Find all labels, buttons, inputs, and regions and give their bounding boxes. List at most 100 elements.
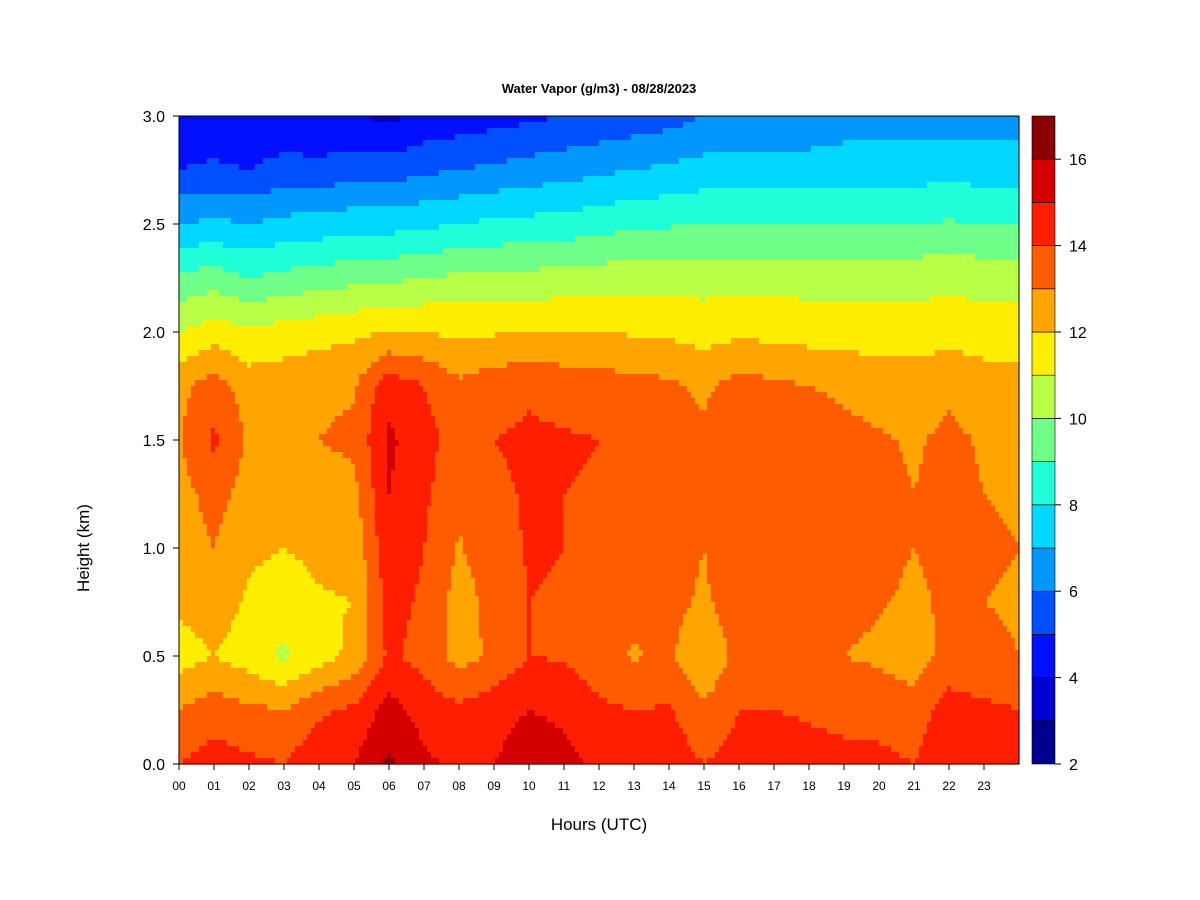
heatmap-cell bbox=[207, 308, 212, 315]
heatmap-cell bbox=[251, 362, 256, 369]
heatmap-cell bbox=[279, 242, 284, 249]
heatmap-cell bbox=[343, 248, 348, 255]
heatmap-cell bbox=[211, 518, 216, 525]
heatmap-cell bbox=[199, 704, 204, 711]
heatmap-cell bbox=[271, 176, 276, 183]
heatmap-cell bbox=[283, 230, 288, 237]
heatmap-cell bbox=[299, 494, 304, 501]
heatmap-cell bbox=[311, 494, 316, 501]
heatmap-cell bbox=[311, 146, 316, 153]
heatmap-cell bbox=[235, 176, 240, 183]
heatmap-cell bbox=[319, 242, 324, 249]
heatmap-cell bbox=[283, 344, 288, 351]
heatmap-cell bbox=[207, 704, 212, 711]
heatmap-cell bbox=[283, 194, 288, 201]
heatmap-cell bbox=[195, 620, 200, 627]
heatmap-cell bbox=[251, 548, 256, 555]
heatmap-cell bbox=[331, 260, 336, 267]
heatmap-cell bbox=[215, 482, 220, 489]
heatmap-cell bbox=[231, 398, 236, 405]
heatmap-cell bbox=[355, 224, 360, 231]
heatmap-cell bbox=[311, 500, 316, 507]
heatmap-cell bbox=[307, 350, 312, 357]
heatmap-cell bbox=[203, 362, 208, 369]
heatmap-cell bbox=[335, 632, 340, 639]
heatmap-cell bbox=[319, 734, 324, 741]
heatmap-cell bbox=[327, 698, 332, 705]
heatmap-cell bbox=[207, 650, 212, 657]
heatmap-cell bbox=[315, 578, 320, 585]
heatmap-cell bbox=[235, 560, 240, 567]
heatmap-cell bbox=[355, 194, 360, 201]
heatmap-cell bbox=[187, 458, 192, 465]
heatmap-cell bbox=[223, 236, 228, 243]
heatmap-cell bbox=[303, 218, 308, 225]
heatmap-cell bbox=[251, 224, 256, 231]
heatmap-cell bbox=[275, 416, 280, 423]
heatmap-cell bbox=[291, 416, 296, 423]
heatmap-cell bbox=[347, 248, 352, 255]
heatmap-cell bbox=[263, 656, 268, 663]
heatmap-cell bbox=[195, 662, 200, 669]
heatmap-cell bbox=[211, 140, 216, 147]
heatmap-cell bbox=[231, 152, 236, 159]
heatmap-cell bbox=[303, 512, 308, 519]
heatmap-cell bbox=[355, 470, 360, 477]
heatmap-cell bbox=[311, 482, 316, 489]
heatmap-cell bbox=[251, 650, 256, 657]
heatmap-cell bbox=[219, 698, 224, 705]
heatmap-cell bbox=[195, 356, 200, 363]
heatmap-cell bbox=[271, 590, 276, 597]
heatmap-cell bbox=[247, 554, 252, 561]
heatmap-cell bbox=[279, 614, 284, 621]
heatmap-cell bbox=[239, 524, 244, 531]
heatmap-cell bbox=[211, 716, 216, 723]
heatmap-cell bbox=[331, 242, 336, 249]
heatmap-cell bbox=[231, 674, 236, 681]
heatmap-cell bbox=[219, 272, 224, 279]
heatmap-cell bbox=[263, 140, 268, 147]
heatmap-cell bbox=[355, 350, 360, 357]
heatmap-cell bbox=[179, 650, 184, 657]
heatmap-cell bbox=[299, 392, 304, 399]
heatmap-cell bbox=[179, 428, 184, 435]
heatmap-cell bbox=[187, 182, 192, 189]
heatmap-cell bbox=[287, 434, 292, 441]
heatmap-cell bbox=[307, 596, 312, 603]
heatmap-cell bbox=[359, 338, 364, 345]
heatmap-cell bbox=[243, 740, 248, 747]
heatmap-cell bbox=[211, 146, 216, 153]
heatmap-cell bbox=[295, 326, 300, 333]
heatmap-cell bbox=[335, 620, 340, 627]
heatmap-cell bbox=[351, 194, 356, 201]
heatmap-cell bbox=[199, 122, 204, 129]
heatmap-cell bbox=[183, 146, 188, 153]
heatmap-cell bbox=[267, 290, 272, 297]
heatmap-cell bbox=[311, 362, 316, 369]
heatmap-cell bbox=[211, 266, 216, 273]
heatmap-cell bbox=[219, 134, 224, 141]
heatmap-cell bbox=[355, 422, 360, 429]
heatmap-cell bbox=[235, 272, 240, 279]
heatmap-cell bbox=[315, 224, 320, 231]
heatmap-cell bbox=[239, 128, 244, 135]
heatmap-cell bbox=[359, 464, 364, 471]
heatmap-cell bbox=[263, 704, 268, 711]
heatmap-cell bbox=[271, 482, 276, 489]
heatmap-cell bbox=[335, 668, 340, 675]
heatmap-cell bbox=[315, 596, 320, 603]
heatmap-cell bbox=[307, 314, 312, 321]
heatmap-cell bbox=[199, 692, 204, 699]
heatmap-cell bbox=[303, 674, 308, 681]
heatmap-cell bbox=[283, 374, 288, 381]
heatmap-cell bbox=[247, 308, 252, 315]
heatmap-cell bbox=[299, 230, 304, 237]
heatmap-cell bbox=[315, 332, 320, 339]
heatmap-cell bbox=[295, 470, 300, 477]
heatmap-cell bbox=[319, 164, 324, 171]
heatmap-cell bbox=[327, 224, 332, 231]
heatmap-cell bbox=[211, 452, 216, 459]
heatmap-cell bbox=[179, 476, 184, 483]
heatmap-cell bbox=[351, 236, 356, 243]
heatmap-cell bbox=[279, 596, 284, 603]
